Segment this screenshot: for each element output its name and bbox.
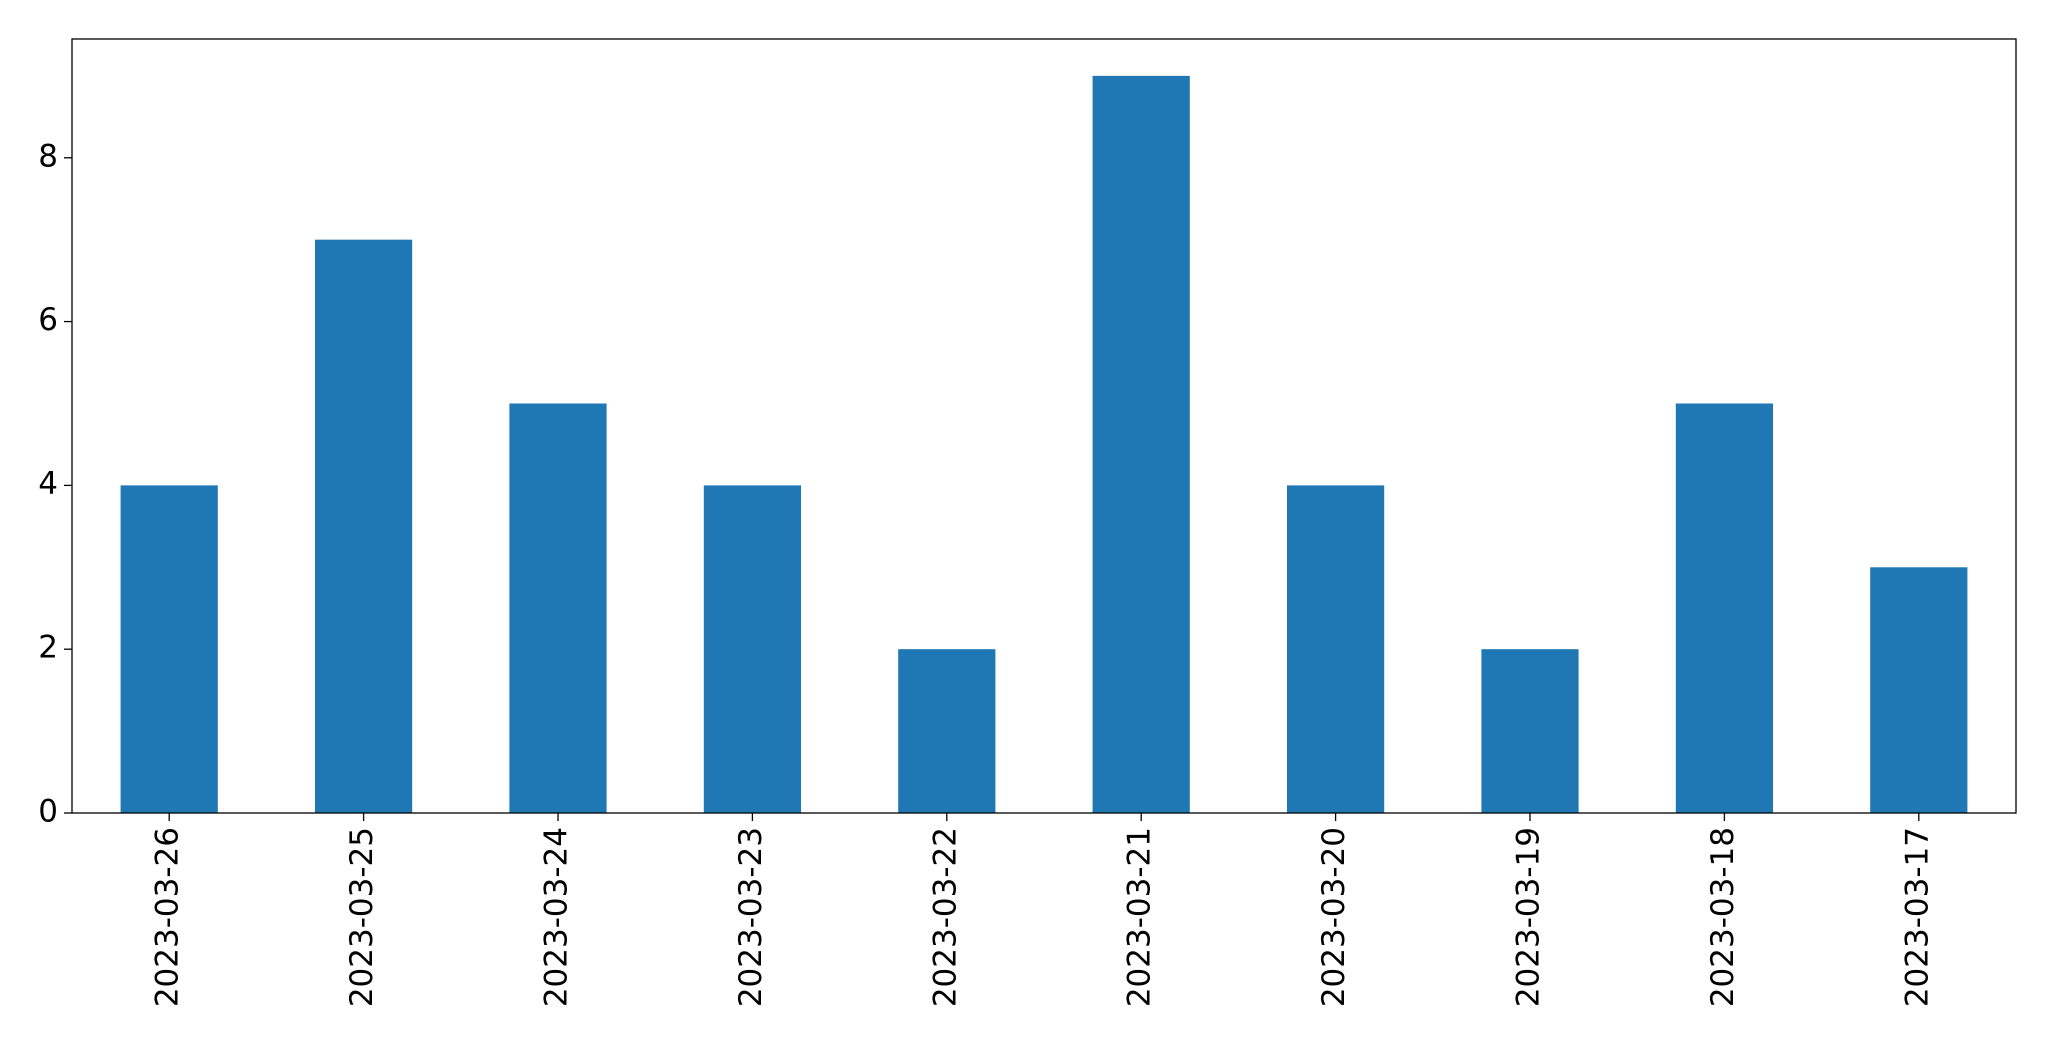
bar <box>120 485 218 813</box>
x-tick-label: 2023-03-19 <box>1511 827 1547 1007</box>
bar <box>509 403 607 813</box>
y-tick-label: 6 <box>38 302 58 338</box>
bar <box>1675 403 1773 813</box>
bar <box>1481 649 1579 813</box>
x-tick-label: 2023-03-21 <box>1122 827 1158 1007</box>
bar <box>1287 485 1385 813</box>
bar <box>1092 75 1190 814</box>
bar <box>898 649 996 813</box>
y-tick-label: 8 <box>38 138 58 174</box>
bar <box>703 485 801 813</box>
x-tick-label: 2023-03-17 <box>1899 827 1935 1007</box>
x-tick-label: 2023-03-18 <box>1705 827 1741 1007</box>
x-tick-label: 2023-03-25 <box>344 827 380 1007</box>
x-tick-label: 2023-03-26 <box>150 827 186 1007</box>
x-tick-label: 2023-03-22 <box>927 827 963 1007</box>
y-tick-label: 2 <box>38 630 58 666</box>
y-tick-label: 0 <box>38 794 58 830</box>
x-tick-label: 2023-03-24 <box>539 827 575 1007</box>
x-tick-label: 2023-03-23 <box>733 827 769 1007</box>
x-tick-label: 2023-03-20 <box>1316 827 1352 1007</box>
plot-frame <box>71 38 2017 814</box>
y-tick-label: 4 <box>38 466 58 502</box>
bar <box>1870 567 1968 813</box>
bar <box>315 239 413 813</box>
